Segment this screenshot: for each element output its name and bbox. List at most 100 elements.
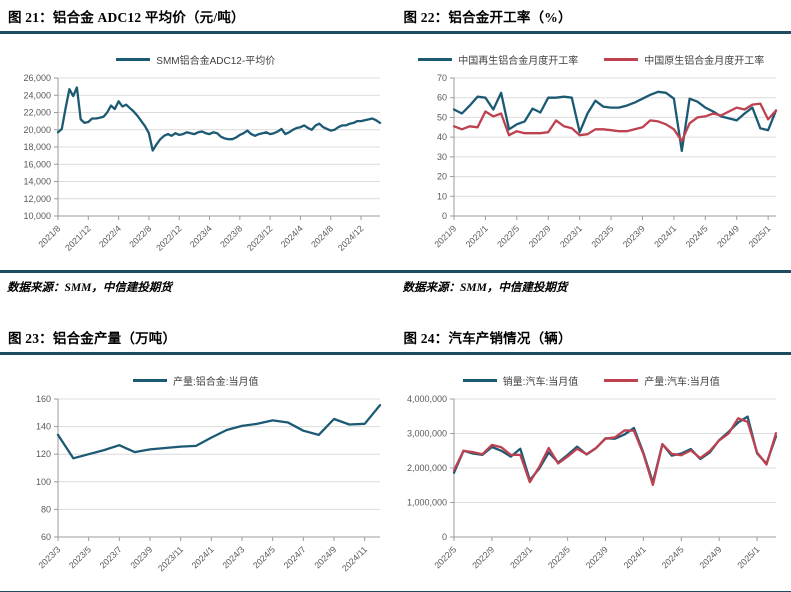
chart-21-panel: SMM铝合金ADC12-平均价 10,000 12,000 14,000 16,000 1… bbox=[0, 34, 396, 270]
chart-legend: 销量:汽车:当月值 产量:汽车:当月值 bbox=[398, 367, 786, 393]
section-top: 图 21：铝合金 ADC12 平均价（元/吨） 图 22：铝合金开工率（%） S… bbox=[0, 0, 791, 303]
legend-line-swatch bbox=[116, 57, 151, 61]
chart-21-title: 图 21：铝合金 ADC12 平均价（元/吨） bbox=[8, 10, 245, 25]
title-row-top: 图 21：铝合金 ADC12 平均价（元/吨） 图 22：铝合金开工率（%） bbox=[0, 0, 791, 31]
svg-text:2024/1: 2024/1 bbox=[190, 544, 216, 570]
svg-text:120: 120 bbox=[36, 449, 51, 459]
svg-text:2023/9: 2023/9 bbox=[620, 223, 646, 249]
svg-text:2023/1: 2023/1 bbox=[557, 223, 583, 249]
svg-text:2022/9: 2022/9 bbox=[470, 544, 496, 570]
chart-23-title: 图 23：铝合金产量（万吨） bbox=[8, 331, 177, 346]
svg-text:3,000,000: 3,000,000 bbox=[406, 429, 446, 439]
svg-text:2023/12: 2023/12 bbox=[245, 223, 275, 253]
svg-text:26,000: 26,000 bbox=[23, 73, 51, 83]
chart-legend: 产量:铝合金:当月值 bbox=[2, 367, 390, 393]
title-rule-top bbox=[0, 31, 791, 34]
data-series-line bbox=[452, 102, 777, 143]
svg-text:70: 70 bbox=[436, 73, 446, 83]
chart-21-source: 数据来源：SMM，中信建投期货 bbox=[7, 282, 172, 294]
chart-row-bottom: 产量:铝合金:当月值 60 80 100 120 140 160 2023/3 2023/5 20… bbox=[0, 355, 791, 591]
chart-23-panel: 产量:铝合金:当月值 60 80 100 120 140 160 2023/3 2023/5 20… bbox=[0, 355, 396, 591]
line-chart-plot: 60 80 100 120 140 160 2023/3 2023/5 2023/7 2023/9… bbox=[36, 394, 382, 573]
svg-text:2021/9: 2021/9 bbox=[432, 223, 458, 249]
svg-text:2023/1: 2023/1 bbox=[508, 544, 534, 570]
chart-22-panel: 中国再生铝合金月度开工率 中国原生铝合金月度开工率 0 10 20 30 40 50 60 70 2… bbox=[396, 34, 791, 270]
svg-text:2024/9: 2024/9 bbox=[697, 544, 723, 570]
legend-line-swatch bbox=[604, 57, 639, 61]
chart-22-source: 数据来源：SMM，中信建投期货 bbox=[402, 282, 568, 294]
svg-text:2021/12: 2021/12 bbox=[63, 223, 93, 253]
svg-text:10: 10 bbox=[436, 191, 446, 201]
line-chart-plot: 10,000 12,000 14,000 16,000 18,000 20,000 22,0… bbox=[23, 73, 382, 253]
svg-text:2023/11: 2023/11 bbox=[156, 544, 185, 573]
svg-text:60: 60 bbox=[436, 93, 446, 103]
svg-text:2023/7: 2023/7 bbox=[98, 544, 124, 570]
svg-text:2024/5: 2024/5 bbox=[659, 544, 685, 570]
chart-24-panel: 销量:汽车:当月值 产量:汽车:当月值 0 1,000,000 2,000,000 3,0… bbox=[396, 355, 791, 591]
svg-text:2024/1: 2024/1 bbox=[652, 223, 678, 249]
svg-text:16,000: 16,000 bbox=[23, 159, 51, 169]
legend-label: 销量:汽车:当月值 bbox=[502, 376, 579, 388]
svg-text:140: 140 bbox=[36, 422, 51, 432]
svg-text:2022/4: 2022/4 bbox=[97, 223, 123, 249]
svg-text:2023/5: 2023/5 bbox=[545, 544, 571, 570]
svg-text:2024/7: 2024/7 bbox=[282, 544, 308, 570]
svg-text:10,000: 10,000 bbox=[23, 211, 51, 221]
svg-text:2024/12: 2024/12 bbox=[336, 223, 366, 253]
svg-text:2021/8: 2021/8 bbox=[36, 223, 62, 249]
legend-item: 销量:汽车:当月值 bbox=[462, 373, 579, 388]
chart-legend: SMM铝合金ADC12-平均价 bbox=[2, 46, 390, 72]
svg-text:2023/3: 2023/3 bbox=[36, 544, 62, 570]
legend-item: 中国再生铝合金月度开工率 bbox=[418, 52, 578, 67]
legend-line-swatch bbox=[418, 57, 453, 61]
chart-24-title: 图 24：汽车产销情况（辆） bbox=[403, 331, 572, 346]
source-rule-top bbox=[0, 270, 791, 273]
svg-text:50: 50 bbox=[436, 112, 446, 122]
svg-text:2024/3: 2024/3 bbox=[220, 544, 246, 570]
svg-text:2025/1: 2025/1 bbox=[746, 223, 772, 249]
svg-text:2024/8: 2024/8 bbox=[309, 223, 335, 249]
svg-text:2023/9: 2023/9 bbox=[128, 544, 154, 570]
svg-text:2022/5: 2022/5 bbox=[432, 544, 458, 570]
svg-text:2024/5: 2024/5 bbox=[251, 544, 277, 570]
svg-text:2022/5: 2022/5 bbox=[495, 223, 521, 249]
legend-item: 中国原生铝合金月度开工率 bbox=[604, 52, 764, 67]
chart-22-title: 图 22：铝合金开工率（%） bbox=[403, 10, 572, 25]
legend-label: 中国再生铝合金月度开工率 bbox=[458, 55, 579, 67]
svg-text:2,000,000: 2,000,000 bbox=[406, 463, 446, 473]
svg-text:2025/1: 2025/1 bbox=[735, 544, 761, 570]
svg-text:2023/8: 2023/8 bbox=[218, 223, 244, 249]
data-series-line bbox=[56, 86, 382, 152]
svg-text:40: 40 bbox=[436, 132, 446, 142]
svg-text:2024/1: 2024/1 bbox=[621, 544, 647, 570]
svg-text:60: 60 bbox=[41, 532, 51, 542]
svg-text:2024/9: 2024/9 bbox=[715, 223, 741, 249]
data-series-line bbox=[452, 417, 777, 487]
svg-text:1,000,000: 1,000,000 bbox=[406, 498, 446, 508]
data-series-line bbox=[452, 90, 777, 153]
svg-text:18,000: 18,000 bbox=[23, 142, 51, 152]
title-rule-bottom bbox=[0, 352, 791, 355]
svg-text:2024/4: 2024/4 bbox=[279, 223, 305, 249]
svg-text:2024/5: 2024/5 bbox=[683, 223, 709, 249]
legend-line-swatch bbox=[132, 378, 167, 382]
svg-text:4,000,000: 4,000,000 bbox=[406, 394, 446, 404]
legend-label: 中国原生铝合金月度开工率 bbox=[644, 55, 765, 67]
svg-text:2023/5: 2023/5 bbox=[589, 223, 615, 249]
title-row-bottom: 图 23：铝合金产量（万吨） 图 24：汽车产销情况（辆） bbox=[0, 321, 791, 352]
svg-text:2022/8: 2022/8 bbox=[127, 223, 153, 249]
source-row-top: 数据来源：SMM，中信建投期货 数据来源：SMM，中信建投期货 bbox=[0, 275, 791, 303]
legend-label: 产量:铝合金:当月值 bbox=[172, 376, 259, 388]
svg-text:160: 160 bbox=[36, 394, 51, 404]
svg-text:2023/5: 2023/5 bbox=[67, 544, 93, 570]
svg-text:30: 30 bbox=[436, 152, 446, 162]
section-bottom: 图 23：铝合金产量（万吨） 图 24：汽车产销情况（辆） 产量:铝合金:当月值… bbox=[0, 321, 791, 592]
svg-text:2022/1: 2022/1 bbox=[463, 223, 489, 249]
svg-text:0: 0 bbox=[441, 532, 446, 542]
svg-text:22,000: 22,000 bbox=[23, 108, 51, 118]
legend-item: 产量:汽车:当月值 bbox=[604, 373, 720, 388]
svg-text:2024/11: 2024/11 bbox=[340, 544, 369, 573]
svg-text:24,000: 24,000 bbox=[23, 90, 51, 100]
